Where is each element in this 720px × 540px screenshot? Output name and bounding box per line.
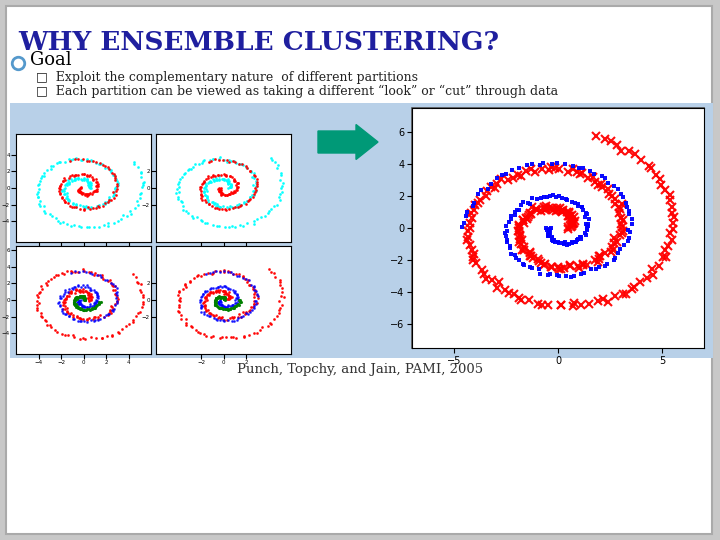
Bar xyxy=(10,103,713,358)
Bar xyxy=(16,134,151,242)
Bar xyxy=(156,246,291,354)
Text: Punch, Topchy, and Jain, PAMI, 2005: Punch, Topchy, and Jain, PAMI, 2005 xyxy=(237,363,483,376)
Text: WHY ENSEMBLE CLUSTERING?: WHY ENSEMBLE CLUSTERING? xyxy=(18,30,499,55)
Text: □  Exploit the complementary nature  of different partitions: □ Exploit the complementary nature of di… xyxy=(36,71,418,84)
FancyBboxPatch shape xyxy=(6,6,712,534)
Bar xyxy=(16,246,151,354)
Bar xyxy=(156,134,291,242)
Text: □  Each partition can be viewed as taking a different “look” or “cut” through da: □ Each partition can be viewed as taking… xyxy=(36,84,558,98)
FancyArrow shape xyxy=(318,125,378,159)
Bar xyxy=(412,108,704,348)
Text: Goal: Goal xyxy=(30,51,71,69)
